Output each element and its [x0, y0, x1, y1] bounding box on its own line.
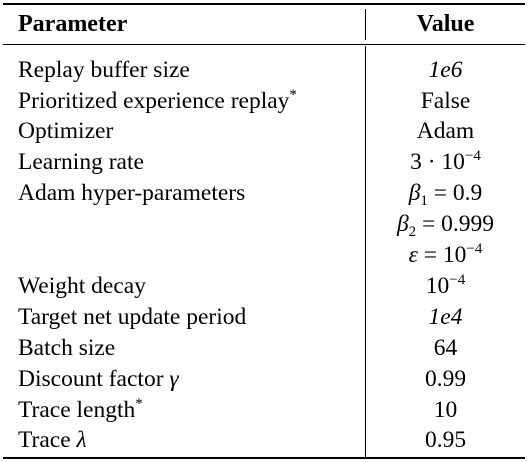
value-text: = 0.9	[427, 180, 483, 206]
value-line: β1 = 0.9	[366, 178, 525, 209]
value-cell: 1e4	[428, 304, 463, 330]
value-cell: β1 = 0.9 β2 = 0.999 ε = 10−4	[366, 178, 525, 271]
parameter-cell: Batch size	[18, 335, 116, 361]
parameter-cell: Replay buffer size	[18, 57, 190, 83]
parameter-label: Prioritized experience replay	[18, 88, 290, 114]
table-row: Weight decay 10−4	[3, 271, 525, 302]
table-row: Prioritized experience replay* False	[3, 86, 525, 117]
table-row: Learning rate 3 · 10−4	[3, 147, 525, 178]
value-cell: 10	[433, 397, 458, 423]
value-base: 10	[425, 273, 450, 299]
table-row: Discount factor γ 0.99	[3, 364, 525, 395]
epsilon-symbol: ε	[408, 242, 418, 268]
parameter-label: Trace	[18, 427, 71, 453]
value-line: ε = 10−4	[366, 240, 525, 271]
value-text: = 0.999	[416, 211, 495, 237]
table-row: Trace λ 0.95	[3, 425, 525, 456]
parameter-cell: Prioritized experience replay*	[18, 86, 297, 117]
header-rule	[3, 44, 525, 45]
parameter-cell: Optimizer	[18, 118, 114, 144]
value-cell: 3 · 10−4	[366, 147, 525, 178]
table-row: Replay buffer size 1e6	[3, 55, 525, 86]
parameter-cell: Adam hyper-parameters	[18, 180, 246, 206]
value-cell: 0.99	[424, 366, 467, 392]
value-cell: 64	[433, 335, 458, 361]
parameter-label: Trace length	[18, 397, 136, 423]
value-exponent: −4	[449, 272, 466, 288]
table-row: Batch size 64	[3, 333, 525, 364]
parameter-cell: Weight decay	[18, 273, 146, 299]
table-row: Optimizer Adam	[3, 116, 525, 147]
value-exponent: −4	[464, 148, 481, 164]
value-text: = 10	[417, 242, 467, 268]
value-cell: 0.95	[424, 427, 467, 453]
parameter-cell: Learning rate	[18, 149, 144, 175]
asterisk-mark: *	[135, 396, 143, 412]
subscript: 1	[420, 193, 428, 209]
value-cell: False	[420, 88, 471, 114]
beta-symbol: β	[408, 180, 421, 206]
value-cell: 1e6	[428, 57, 463, 83]
parameter-label: Discount factor	[18, 366, 164, 392]
subscript: 2	[408, 224, 417, 240]
parameter-cell: Target net update period	[18, 304, 247, 330]
parameter-cell: Trace λ	[18, 425, 87, 456]
table-row: Adam hyper-parameters β1 = 0.9 β2 = 0.99…	[3, 178, 525, 271]
parameter-cell: Trace length*	[18, 395, 143, 426]
value-base: 3 · 10	[410, 149, 465, 175]
bottom-rule	[3, 457, 525, 459]
header-value: Value	[416, 11, 475, 37]
hyperparameter-table: Parameter Value Replay buffer size 1e6 P…	[3, 3, 525, 459]
header-parameter: Parameter	[18, 11, 128, 37]
table-row: Target net update period 1e4	[3, 302, 525, 333]
top-rule	[3, 3, 525, 5]
value-exponent: −4	[466, 241, 483, 257]
column-divider-body	[365, 46, 366, 457]
beta-symbol: β	[396, 211, 409, 237]
value-cell: Adam	[416, 118, 475, 144]
table-row: Trace length* 10	[3, 395, 525, 426]
gamma-symbol: γ	[169, 366, 179, 392]
parameter-cell: Discount factor γ	[18, 364, 179, 395]
value-line: β2 = 0.999	[366, 209, 525, 240]
asterisk-mark: *	[289, 87, 297, 103]
value-cell: 10−4	[366, 271, 525, 302]
column-divider-header	[365, 9, 366, 40]
lambda-symbol: λ	[76, 427, 87, 453]
